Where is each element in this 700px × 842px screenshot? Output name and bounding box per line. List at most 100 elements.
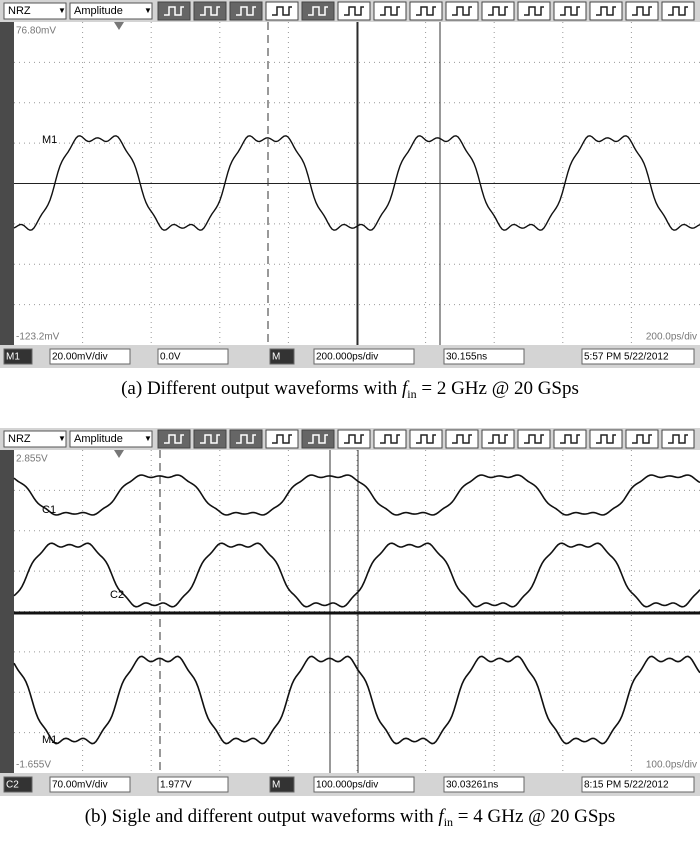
status-scale: 20.00mV/div [52, 352, 108, 363]
toolbar-button[interactable] [373, 1, 407, 21]
status-field[interactable] [443, 348, 525, 365]
toolbar-button[interactable] [337, 429, 371, 449]
button-icon [560, 6, 580, 16]
toolbar-button[interactable] [409, 429, 443, 449]
status-timestamp: 5:57 PM 5/22/2012 [584, 352, 669, 363]
status-field[interactable] [3, 348, 33, 365]
toolbar-button[interactable] [445, 1, 479, 21]
status-source: M1 [6, 352, 20, 363]
encoding: NRZ [8, 433, 31, 445]
toolbar-button[interactable] [661, 1, 695, 21]
button-icon [164, 434, 184, 444]
toolbar-button[interactable] [301, 1, 335, 21]
toolbar-button[interactable] [517, 429, 551, 449]
caption: (a) Different output waveforms with fin … [121, 378, 579, 400]
caption-suffix: = 2 GHz @ 20 GSps [417, 378, 579, 399]
dropdown-arrow: ▼ [58, 6, 66, 15]
toolbar-button[interactable] [337, 1, 371, 21]
encoding-dropdown[interactable] [3, 2, 67, 20]
toolbar-button[interactable] [373, 429, 407, 449]
toolbar-button[interactable] [157, 429, 191, 449]
trigger-marker [114, 22, 124, 30]
encoding-dropdown[interactable] [3, 430, 67, 448]
trace-label: M1 [42, 134, 57, 146]
timebase: 100.0ps/div [646, 760, 697, 771]
button-icon [380, 434, 400, 444]
status-field[interactable] [269, 776, 295, 793]
button-icon [308, 434, 328, 444]
caption-prefix: (a) Different output waveforms with [121, 378, 402, 399]
button-icon [344, 6, 364, 16]
toolbar-button[interactable] [301, 429, 335, 449]
toolbar-button[interactable] [229, 429, 263, 449]
button-icon [380, 6, 400, 16]
waveform [13, 542, 700, 608]
measurement: Amplitude [74, 433, 123, 445]
button-icon [452, 434, 472, 444]
button-icon [416, 6, 436, 16]
status-field[interactable] [49, 348, 131, 365]
status-field[interactable] [3, 776, 33, 793]
toolbar-button[interactable] [193, 1, 227, 21]
caption-prefix: (b) Sigle and different output waveforms… [85, 806, 439, 827]
button-icon [560, 434, 580, 444]
status-horizontal-scale: 100.000ps/div [316, 780, 378, 791]
button-icon [452, 6, 472, 16]
status-field[interactable] [581, 348, 695, 365]
dropdown-arrow: ▼ [144, 6, 152, 15]
measurement-dropdown[interactable] [69, 430, 153, 448]
toolbar-button[interactable] [589, 1, 623, 21]
status-offset: 1.977V [160, 780, 192, 791]
trace-label: C2 [110, 589, 124, 601]
trace-label: M1 [42, 734, 57, 746]
status-horizontal-scale: 200.000ps/div [316, 352, 378, 363]
toolbar-button[interactable] [157, 1, 191, 21]
caption: (b) Sigle and different output waveforms… [85, 806, 616, 828]
trigger-marker [114, 450, 124, 458]
caption-variable: f [438, 806, 446, 827]
status-field[interactable] [269, 348, 295, 365]
toolbar-button[interactable] [265, 429, 299, 449]
button-icon [632, 6, 652, 16]
caption-subscript: in [444, 815, 453, 829]
toolbar-button[interactable] [265, 1, 299, 21]
toolbar-button[interactable] [445, 429, 479, 449]
dropdown-arrow: ▼ [58, 434, 66, 443]
status-offset: 0.0V [160, 352, 181, 363]
encoding: NRZ [8, 5, 31, 17]
button-icon [524, 434, 544, 444]
button-icon [200, 434, 220, 444]
toolbar-button[interactable] [553, 429, 587, 449]
status-field[interactable] [157, 776, 229, 793]
status-field[interactable] [313, 776, 415, 793]
status-math: M [272, 352, 280, 363]
status-source: C2 [6, 780, 19, 791]
toolbar-button[interactable] [517, 1, 551, 21]
toolbar-button[interactable] [481, 1, 515, 21]
toolbar-button[interactable] [193, 429, 227, 449]
caption-suffix: = 4 GHz @ 20 GSps [453, 806, 615, 827]
toolbar-button[interactable] [661, 429, 695, 449]
measurement-dropdown[interactable] [69, 2, 153, 20]
caption-subscript: in [407, 387, 416, 401]
toolbar-button[interactable] [625, 429, 659, 449]
status-position: 30.03261ns [446, 780, 498, 791]
status-field[interactable] [157, 348, 229, 365]
status-field[interactable] [443, 776, 525, 793]
status-timestamp: 8:15 PM 5/22/2012 [584, 780, 669, 791]
status-field[interactable] [49, 776, 131, 793]
status-field[interactable] [313, 348, 415, 365]
toolbar-button[interactable] [625, 1, 659, 21]
bottom-level: -123.2mV [16, 332, 60, 343]
status-field[interactable] [581, 776, 695, 793]
left-strip [0, 22, 14, 345]
toolbar-button[interactable] [229, 1, 263, 21]
button-icon [164, 6, 184, 16]
button-icon [488, 6, 508, 16]
toolbar-button[interactable] [589, 429, 623, 449]
toolbar-button[interactable] [409, 1, 443, 21]
toolbar-button[interactable] [481, 429, 515, 449]
button-icon [668, 6, 688, 16]
toolbar-button[interactable] [553, 1, 587, 21]
